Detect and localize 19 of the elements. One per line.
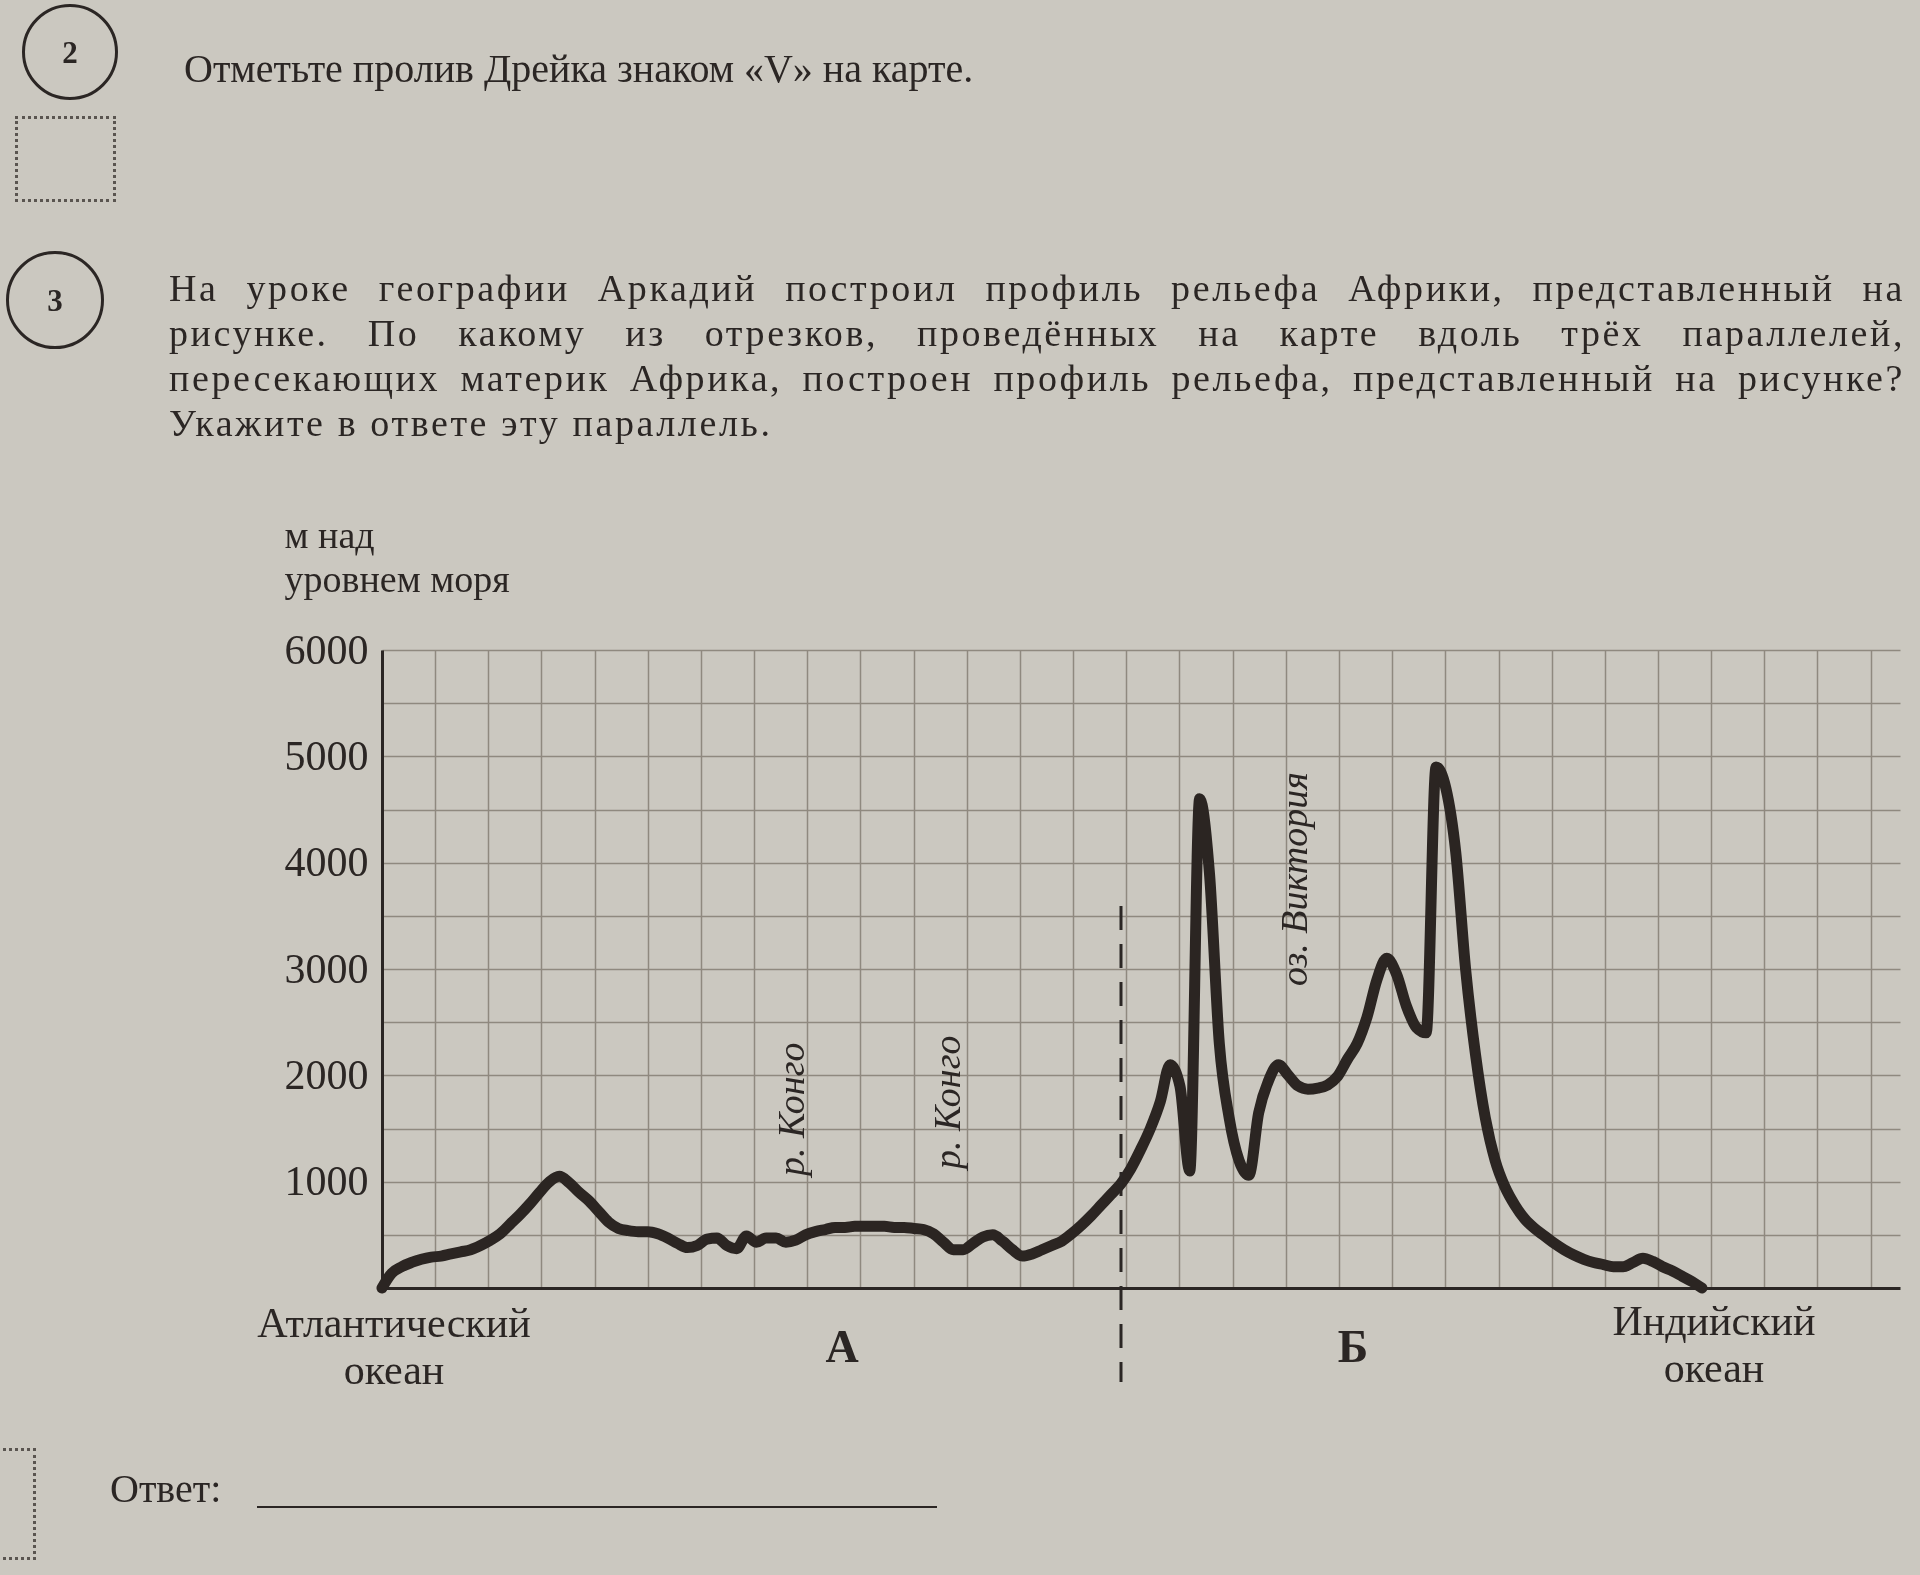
text: Б xyxy=(1337,1321,1369,1372)
annotation: р. Конго xyxy=(770,1042,812,1179)
text: 3 xyxy=(47,282,63,318)
y-tick-label: 5000 xyxy=(284,732,369,779)
text: Ответ: xyxy=(110,1466,222,1512)
text: Индийский океан xyxy=(1612,1298,1816,1392)
y-tick-label: 4000 xyxy=(284,839,369,886)
chart-title: На уроке географии Аркадий построил профиль рельефа Африки, представленный на рисунке. По какому из отрезков, проведённых на карте вдоль трёх параллелей, пересекающих материк Африка, построен профиль рельефа, представленный на рисунке? Укажите в ответе эту параллель. xyxy=(169,266,1905,446)
text: 2 xyxy=(62,34,78,70)
y-tick-label: 6000 xyxy=(284,626,369,673)
text: Отметьте пролив Дрейка знаком «V» на карте. xyxy=(184,46,974,92)
y-axis-title: м над уровнем моря xyxy=(284,513,510,600)
y-tick-label: 3000 xyxy=(284,945,369,992)
text: А xyxy=(825,1321,859,1372)
y-tick-label: 2000 xyxy=(284,1051,369,1098)
annotation: оз. Виктория xyxy=(1273,772,1315,986)
annotation: р. Конго xyxy=(926,1035,968,1172)
y-tick-label: 1000 xyxy=(284,1158,369,1205)
text: Атлантический океан xyxy=(257,1300,531,1394)
